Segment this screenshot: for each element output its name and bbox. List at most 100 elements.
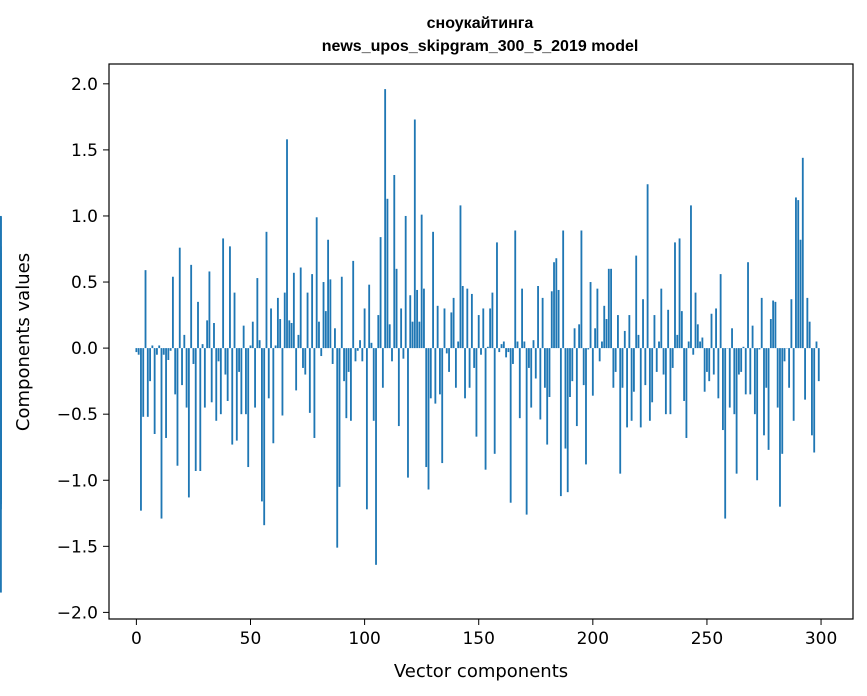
bar: [258, 340, 261, 349]
bar: [359, 340, 361, 349]
bar: [445, 348, 448, 354]
bar: [779, 348, 781, 507]
plot-frame: [108, 63, 854, 620]
bar: [521, 288, 523, 349]
bar: [569, 348, 571, 397]
bar: [197, 301, 199, 349]
bar: [299, 267, 302, 349]
x-tick-label: 100: [348, 629, 380, 649]
bar: [523, 341, 526, 349]
bar: [509, 348, 512, 503]
bar: [245, 348, 247, 415]
bar: [409, 295, 412, 349]
bar: [728, 348, 731, 408]
bar: [585, 348, 587, 465]
bar: [0, 217, 2, 349]
bar: [564, 348, 567, 449]
bar: [676, 334, 679, 349]
bar: [740, 348, 743, 372]
bar: [790, 299, 793, 349]
bar: [550, 291, 553, 349]
bar: [404, 215, 407, 349]
bar: [219, 348, 222, 415]
bar: [393, 175, 396, 349]
bar: [452, 297, 455, 349]
bar: [587, 348, 590, 350]
bar: [425, 348, 428, 468]
bar: [651, 348, 654, 403]
bar: [368, 284, 371, 349]
bar: [553, 262, 555, 349]
bar: [737, 348, 740, 375]
bar: [379, 237, 382, 349]
bar: [413, 119, 416, 349]
bar: [181, 348, 183, 386]
bar: [279, 319, 282, 349]
bar: [336, 348, 339, 548]
bar: [397, 348, 400, 427]
y-tick-label: −1.0: [57, 471, 98, 491]
bar: [315, 217, 318, 349]
bar: [751, 325, 754, 349]
bar: [256, 278, 259, 349]
bar: [683, 348, 686, 401]
bar: [320, 348, 323, 357]
bar: [815, 341, 818, 349]
bar: [441, 348, 444, 464]
bar: [334, 328, 336, 349]
bar: [749, 348, 752, 395]
bar: [792, 348, 795, 421]
bar: [706, 348, 708, 372]
bar: [783, 348, 786, 362]
bar: [324, 311, 327, 349]
bar: [384, 89, 387, 349]
bar: [265, 231, 268, 349]
bar: [290, 323, 293, 349]
bar: [530, 348, 533, 408]
bar: [648, 348, 651, 421]
bar: [295, 348, 298, 391]
bar: [484, 348, 487, 470]
bar: [416, 289, 419, 349]
bar: [562, 230, 565, 349]
bar: [331, 348, 334, 364]
bar: [459, 205, 462, 349]
bar: [795, 197, 797, 349]
bar: [580, 230, 583, 349]
bar: [591, 348, 594, 396]
x-tick-label: 150: [462, 629, 494, 649]
bar: [589, 282, 592, 349]
bar: [363, 308, 366, 349]
bar: [140, 348, 142, 511]
bar: [288, 320, 291, 349]
bar: [500, 344, 503, 349]
bar: [308, 348, 311, 413]
bar: [605, 319, 608, 349]
bar: [345, 348, 348, 419]
bar: [162, 348, 165, 355]
bar: [206, 320, 209, 349]
bar: [231, 348, 234, 445]
bar: [240, 348, 243, 415]
bar: [377, 315, 380, 349]
bar: [703, 348, 706, 392]
bar: [571, 348, 574, 382]
y-tick-label: 1.0: [71, 207, 98, 227]
bar: [801, 157, 804, 349]
bar: [391, 348, 393, 362]
bar: [633, 348, 635, 392]
bar: [171, 276, 174, 349]
bar: [582, 348, 585, 386]
bar: [621, 348, 624, 388]
bar: [687, 341, 690, 349]
bar: [338, 348, 341, 487]
bar: [619, 348, 622, 474]
bar: [247, 348, 250, 468]
x-tick-label: 0: [131, 629, 142, 649]
bar: [222, 238, 225, 349]
bar: [555, 258, 558, 349]
bar: [302, 348, 304, 368]
bar: [765, 348, 768, 388]
bar: [420, 214, 423, 349]
